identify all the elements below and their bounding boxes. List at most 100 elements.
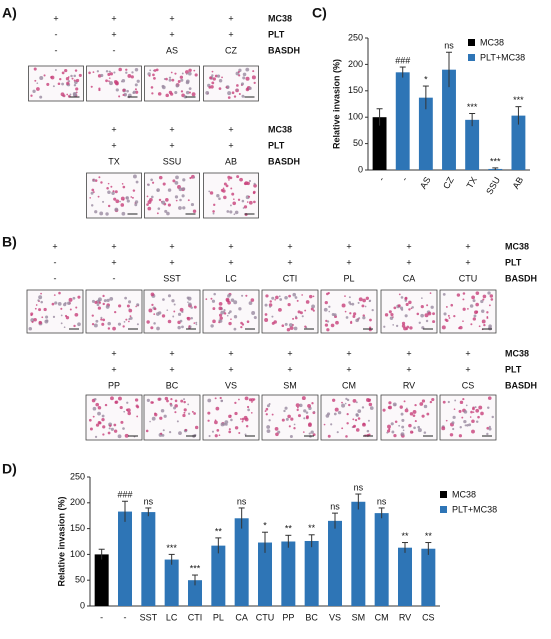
cell: [148, 308, 153, 313]
cell: [126, 304, 130, 308]
cell: [119, 405, 123, 410]
cell: [122, 88, 126, 92]
cell: [461, 416, 464, 419]
legend-label: MC38: [480, 37, 504, 47]
cell: [64, 314, 68, 318]
condition-cell: +: [111, 348, 116, 358]
cell: [472, 407, 475, 411]
cell: [150, 401, 154, 404]
x-tick-label: -: [124, 612, 127, 622]
cell: [368, 398, 372, 401]
cell: [185, 73, 188, 75]
cell: [128, 320, 130, 323]
cell: [459, 400, 464, 405]
cell: [168, 76, 172, 79]
cell: [31, 320, 34, 324]
cell: [191, 92, 196, 97]
cell: [120, 420, 124, 424]
cell: [187, 301, 189, 303]
cell: [39, 76, 44, 81]
cell: [162, 429, 165, 432]
cell: [311, 402, 314, 405]
cell: [90, 191, 94, 195]
cell: [227, 312, 231, 315]
cell: [183, 408, 187, 412]
y-axis-label: Relative invasion (%): [56, 496, 66, 586]
cell: [445, 419, 448, 422]
row-label: MC38: [505, 241, 529, 251]
cell: [94, 398, 97, 401]
cell: [344, 295, 346, 297]
cell: [90, 204, 94, 207]
panel-label: A): [2, 5, 17, 21]
cell: [61, 82, 64, 86]
x-tick-label: -: [399, 175, 409, 183]
cell: [266, 425, 271, 429]
cell: [122, 94, 125, 97]
cell: [441, 426, 446, 431]
cell: [292, 292, 297, 297]
cell: [469, 416, 472, 418]
cell: [180, 90, 184, 93]
cell: [188, 325, 191, 327]
cell: [303, 409, 307, 413]
cell: [293, 326, 298, 331]
cell: [118, 304, 122, 308]
cell: [241, 199, 245, 203]
cell: [456, 293, 461, 297]
cell: [466, 423, 469, 427]
cell: [70, 74, 73, 78]
cell: [470, 323, 473, 326]
bar: [418, 97, 433, 170]
cell: [247, 408, 250, 412]
cell: [107, 204, 111, 208]
row-label: BASDH: [268, 156, 300, 166]
error-bar: [262, 531, 268, 553]
cell: [214, 419, 217, 422]
condition-cell: +: [465, 241, 470, 251]
cell: [151, 92, 154, 95]
cell: [113, 197, 117, 201]
cell: [102, 302, 105, 306]
bar: [511, 115, 526, 170]
cell: [344, 402, 347, 405]
y-tick-label: 150: [70, 523, 85, 533]
cell: [74, 312, 79, 317]
cell: [430, 305, 434, 309]
cell: [155, 68, 159, 72]
cell: [95, 402, 100, 407]
cell: [43, 74, 46, 77]
condition-cell: CM: [342, 380, 356, 390]
cell: [161, 433, 165, 437]
cell: [156, 212, 159, 215]
cell: [487, 406, 490, 410]
cell: [241, 323, 245, 326]
cell: [475, 302, 479, 307]
error-bar: [332, 512, 338, 529]
cell: [97, 306, 102, 310]
cell: [252, 191, 256, 195]
cell: [153, 322, 156, 325]
cell: [327, 434, 331, 438]
cell: [185, 80, 190, 85]
condition-cell: -: [54, 273, 57, 283]
cell: [336, 431, 339, 434]
cell: [98, 87, 101, 90]
cell: [170, 398, 173, 401]
cell: [387, 429, 391, 433]
bar: [118, 511, 132, 606]
cell: [96, 70, 99, 73]
cell: [129, 315, 132, 318]
cell: [73, 324, 76, 328]
cell: [123, 410, 126, 413]
cell: [459, 325, 463, 330]
cell: [426, 304, 429, 307]
cell: [161, 200, 166, 205]
significance: ***: [467, 102, 478, 112]
cell: [480, 299, 484, 304]
micrograph: [203, 172, 259, 219]
cell: [251, 75, 256, 80]
y-tick-label: 50: [75, 575, 85, 585]
cell: [91, 323, 95, 326]
cell: [211, 70, 214, 73]
